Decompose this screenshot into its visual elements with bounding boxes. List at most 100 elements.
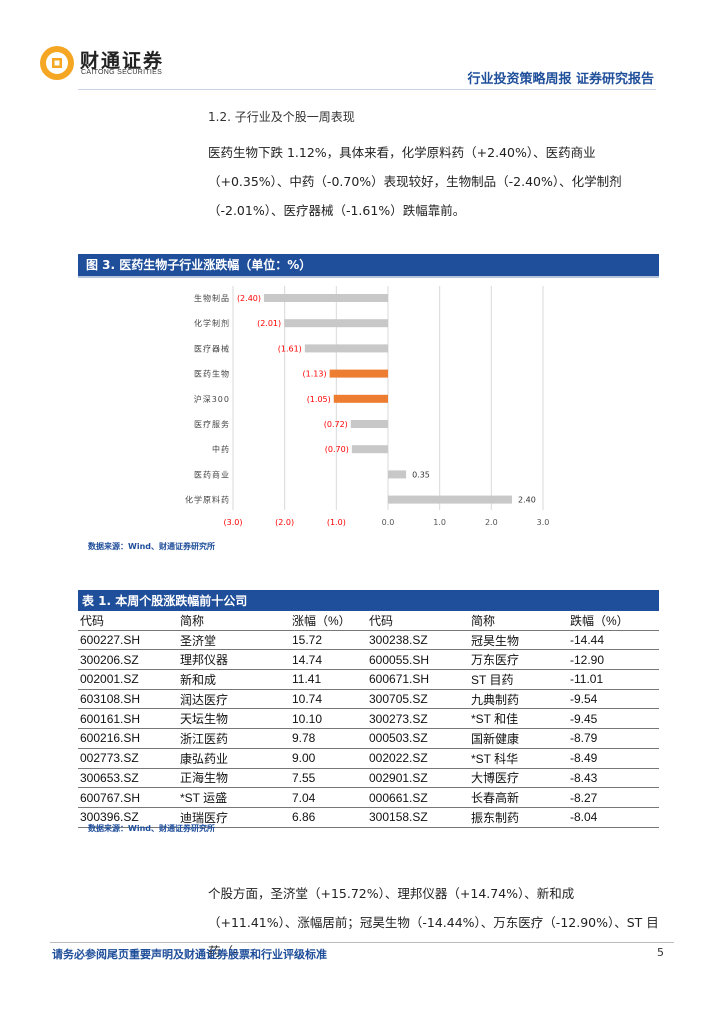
figure-title: 图 3. 医药生物子行业涨跌幅（单位：%） [86,258,312,272]
cell-code-gain: 603108.SH [78,689,178,710]
x-tick-label: (2.0) [275,518,294,527]
cell-name-loss: *ST 科华 [469,748,568,769]
category-label: 生物制品 [194,293,230,303]
bar [284,319,388,328]
category-label: 医疗器械 [194,343,230,353]
category-label: 医药商业 [194,469,230,479]
data-label: 0.35 [412,470,430,479]
figure-source: 数据来源：Wind、财通证券研究所 [88,542,215,551]
cell-name-gain: *ST 运盛 [178,787,290,808]
cell-name-loss: 长春高新 [469,787,568,808]
cell-gain: 11.41 [290,669,367,690]
cell-loss: -8.49 [568,748,659,769]
table-row: 600227.SH 圣济堂 15.72 300238.SZ 冠昊生物 -14.44 [78,630,659,651]
header-name-loss: 简称 [469,611,568,631]
bar [388,495,512,504]
table-row: 300396.SZ 迪瑞医疗 6.86 300158.SZ 振东制药 -8.04 [78,807,659,828]
bar [388,470,407,479]
cell-name-gain: 天坛生物 [178,708,290,730]
cell-name-loss: 振东制药 [469,807,568,828]
category-label: 医药生物 [194,369,230,379]
cell-name-loss: *ST 和佳 [469,708,568,730]
cell-name-gain: 理邦仪器 [178,649,290,671]
bar [304,344,388,353]
cell-gain: 10.10 [290,708,367,730]
cell-gain: 9.00 [290,748,367,769]
logo-text-cn: 财通证券 [80,50,165,72]
cell-name-loss: 万东医疗 [469,649,568,671]
cell-name-gain: 康弘药业 [178,748,290,769]
data-label: (1.13) [303,370,327,379]
cell-code-loss: 000661.SZ [367,787,469,808]
x-tick-label: 3.0 [537,518,550,527]
bar [329,369,388,378]
cell-loss: -8.43 [568,768,659,789]
logo-text-en: CAITONG SECURITIES [81,69,163,76]
cell-gain: 10.74 [290,689,367,710]
paragraph-summary: 医药生物下跌 1.12%，具体来看，化学原料药（+2.40%）、医药商业（+0.… [208,145,622,218]
cell-code-gain: 002773.SZ [78,748,178,769]
cell-name-gain: 新和成 [178,669,290,690]
x-tick-label: 0.0 [382,518,395,527]
cell-code-gain: 600227.SH [78,630,178,651]
cell-gain: 7.55 [290,768,367,789]
report-type-label: 行业投资策略周报 证券研究报告 [467,72,654,87]
cell-code-loss: 300705.SZ [367,689,469,710]
cell-name-gain: 正海生物 [178,768,290,789]
cell-loss: -12.90 [568,649,659,671]
top-stocks-table: 代码 简称 涨幅（%） 代码 简称 跌幅（%） 600227.SH 圣济堂 15.7… [78,611,659,828]
category-label: 沪深300 [194,394,230,404]
data-label: (1.61) [278,344,302,353]
cell-code-loss: 002022.SZ [367,748,469,769]
header-divider [78,89,656,90]
cell-code-gain: 300396.SZ [78,807,178,828]
table-source: 数据来源：Wind、财通证券研究所 [88,824,215,833]
category-label: 化学制剂 [194,318,230,328]
logo-emblem-icon [40,46,74,80]
table-row: 002773.SZ 康弘药业 9.00 002022.SZ *ST 科华 -8.49 [78,748,659,769]
data-label: 2.40 [518,496,536,505]
cell-code-gain: 002001.SZ [78,669,178,690]
bar [351,445,388,454]
x-tick-label: 2.0 [485,518,498,527]
paragraph-stocks: 个股方面，圣济堂（+15.72%）、理邦仪器（+14.74%）、新和成（+11.… [208,886,659,959]
footer-divider [50,942,674,943]
cell-code-gain: 600767.SH [78,787,178,808]
table-row: 600161.SH 天坛生物 10.10 300273.SZ *ST 和佳 -9.45 [78,708,659,730]
header-code-gain: 代码 [78,611,178,631]
cell-loss: -8.04 [568,807,659,828]
cell-name-loss: 九典制药 [469,689,568,710]
page-number: 5 [657,946,664,959]
table-header-row: 代码 简称 涨幅（%） 代码 简称 跌幅（%） [78,611,659,631]
subindustry-bar-chart: (3.0) (2.0) (1.0) 0.0 1.0 2.0 3.0 生物制品 (2.40) 化学制… [185,286,550,527]
x-tick-label: (1.0) [327,518,346,527]
cell-loss: -14.44 [568,630,659,651]
footer-disclaimer: 请务必参阅尾页重要声明及财通证券股票和行业评级标准 [52,948,327,961]
x-tick-label: 1.0 [433,518,446,527]
cell-name-gain: 迪瑞医疗 [178,807,290,828]
table-row: 300653.SZ 正海生物 7.55 002901.SZ 大博医疗 -8.43 [78,768,659,789]
cell-gain: 15.72 [290,630,367,651]
cell-code-loss: 600671.SH [367,669,469,690]
cell-loss: -11.01 [568,669,659,690]
table-row: 002001.SZ 新和成 11.41 600671.SH ST 目药 -11.01 [78,669,659,690]
data-label: (0.70) [325,445,349,454]
cell-name-loss: 国新健康 [469,728,568,749]
figure-title-underline [78,276,659,278]
cell-code-loss: 300158.SZ [367,807,469,828]
cell-code-gain: 300206.SZ [78,649,178,671]
cell-gain: 14.74 [290,649,367,671]
cell-code-gain: 600216.SH [78,728,178,749]
cell-name-loss: 大博医疗 [469,768,568,789]
category-label: 化学原料药 [185,495,230,505]
header-code-loss: 代码 [367,611,469,631]
cell-gain: 9.78 [290,728,367,749]
header-name-gain: 简称 [178,611,290,631]
data-label: (2.40) [237,294,261,303]
table-title-bar: 表 1. 本周个股涨跌幅前十公司 [78,590,659,611]
cell-code-loss: 600055.SH [367,649,469,671]
table-title: 表 1. 本周个股涨跌幅前十公司 [82,594,248,608]
bar [333,394,388,403]
cell-code-loss: 000503.SZ [367,728,469,749]
x-tick-label: (3.0) [224,518,243,527]
